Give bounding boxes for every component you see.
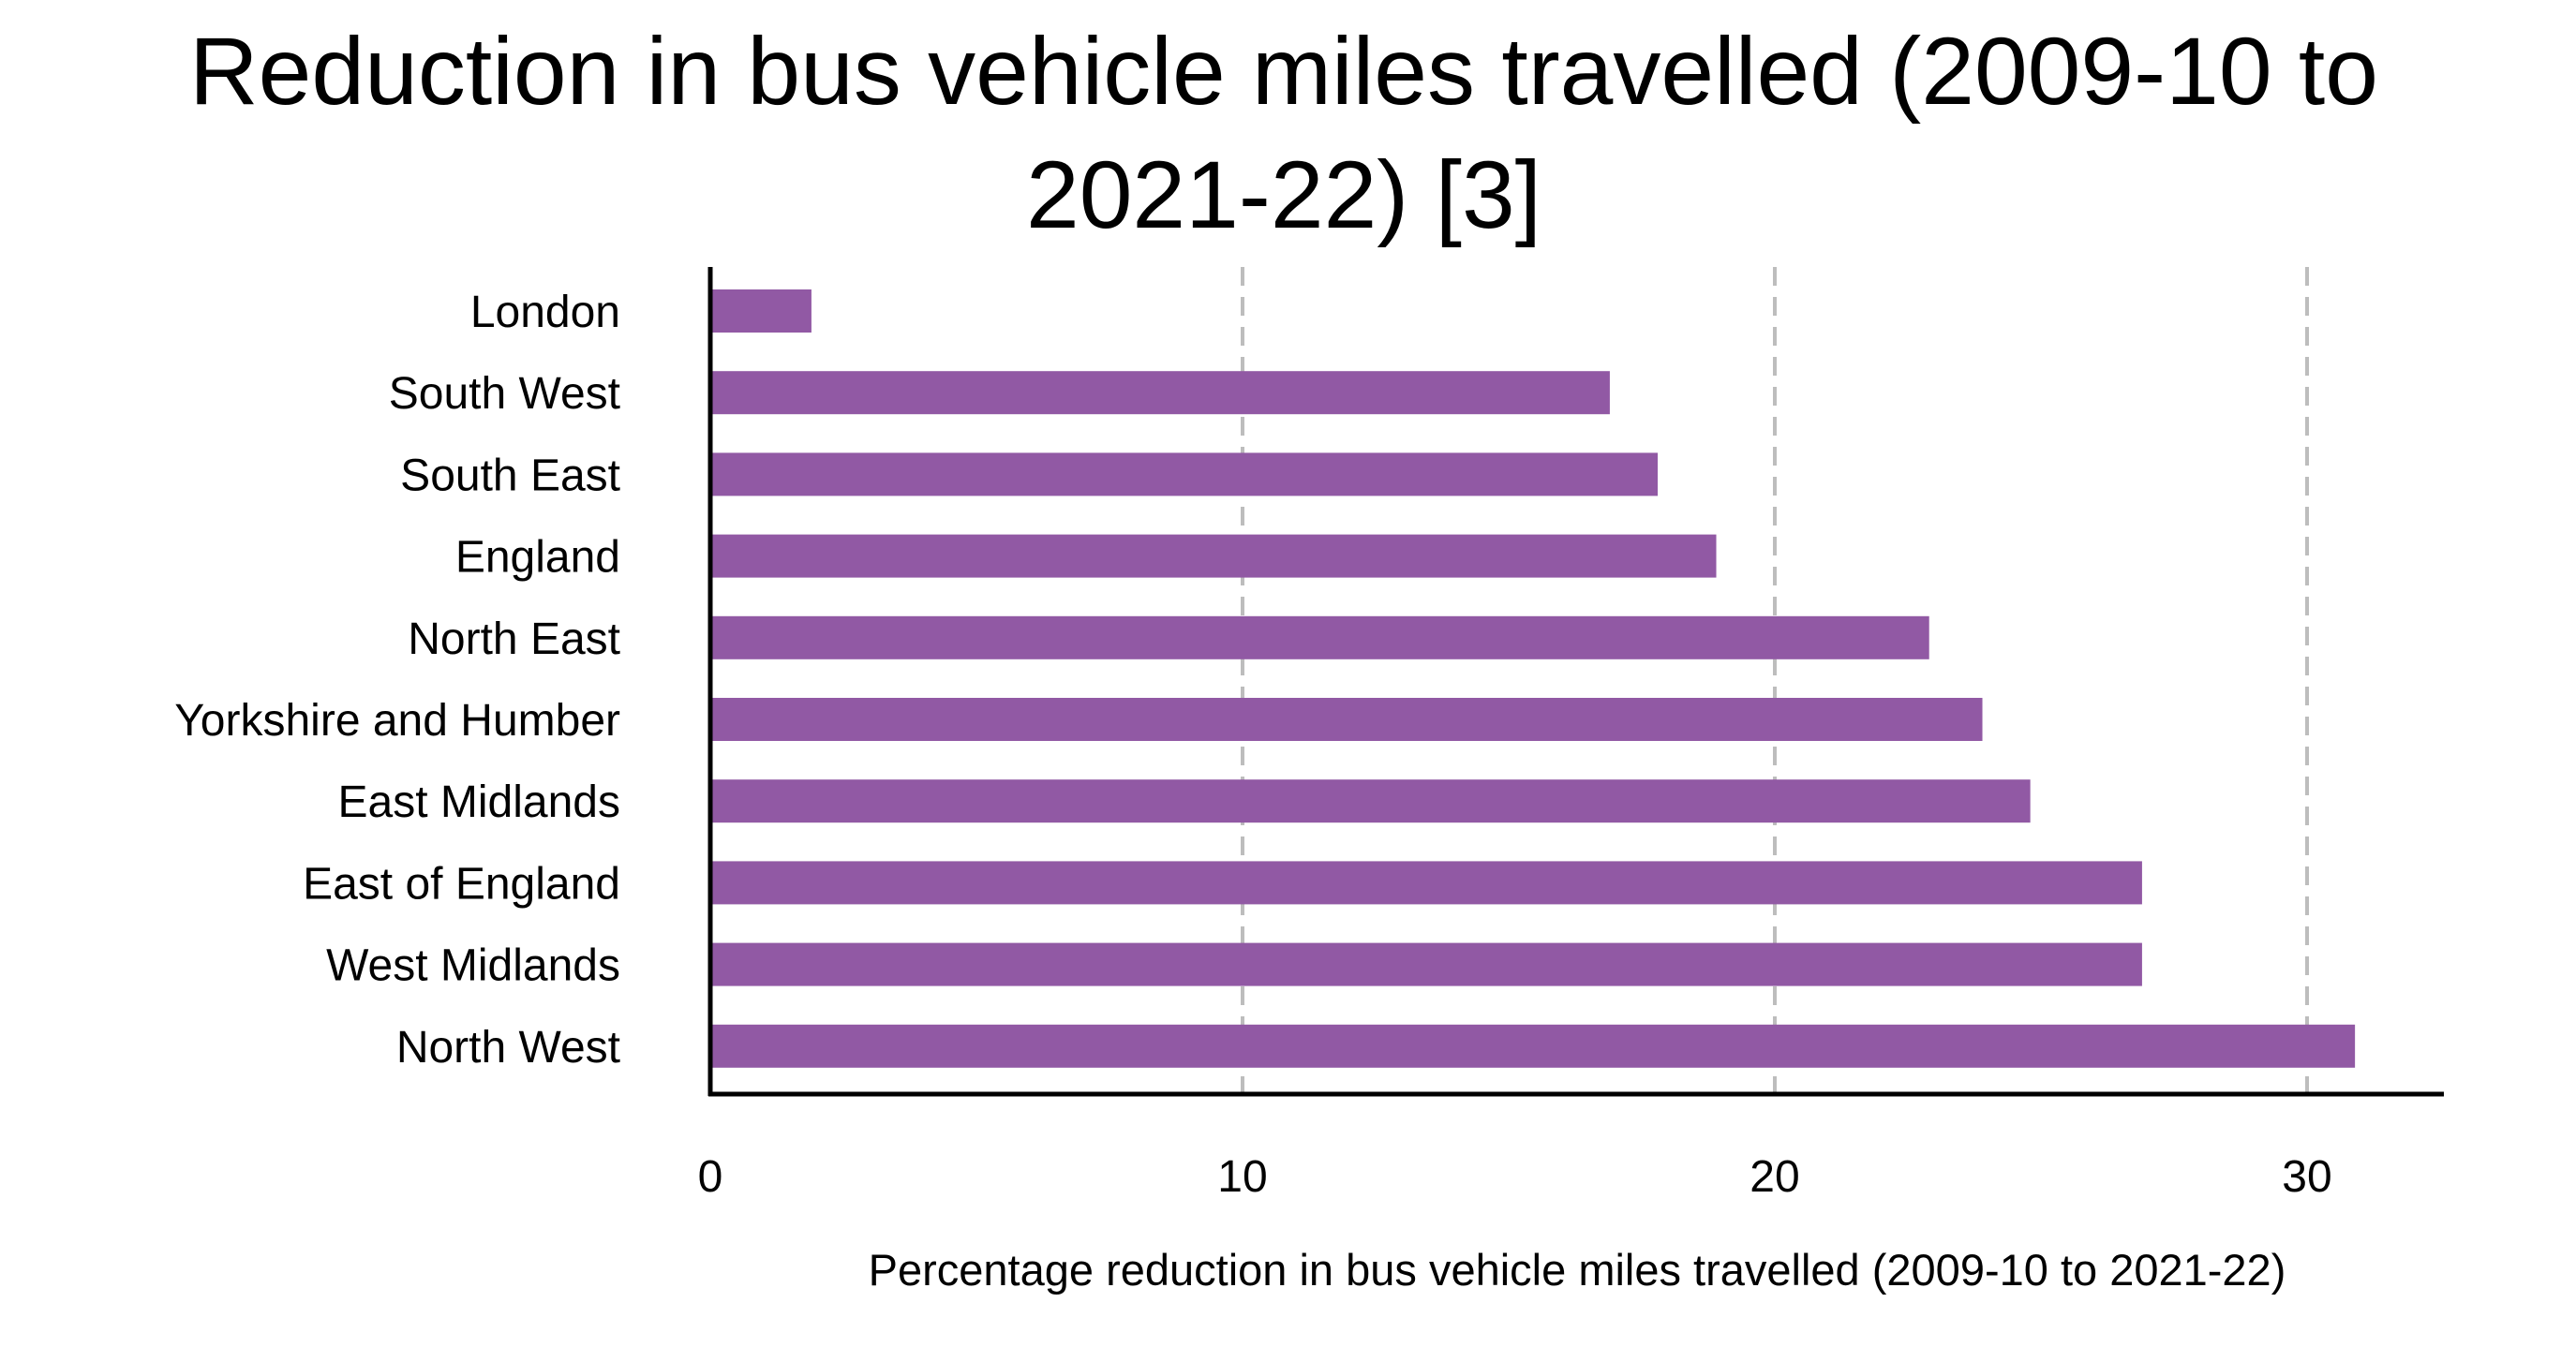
- bar: [710, 698, 1983, 741]
- axes: [707, 267, 2444, 1097]
- category-label: England: [455, 533, 620, 583]
- x-tick-label: 10: [1217, 1152, 1267, 1202]
- x-axis-label: Percentage reduction in bus vehicle mile…: [869, 1245, 2286, 1295]
- category-label: North East: [408, 614, 620, 664]
- category-label: South West: [389, 369, 620, 419]
- x-tick-label: 20: [1750, 1152, 1799, 1202]
- x-tick-label: 0: [698, 1152, 723, 1202]
- chart-title: Reduction in bus vehicle miles travelled…: [189, 18, 2378, 248]
- bar: [710, 452, 1659, 496]
- bar: [710, 1024, 2356, 1068]
- bar: [710, 371, 1610, 415]
- x-tick-labels: 0 10 20 30: [698, 1152, 2332, 1202]
- bars: [710, 289, 2356, 1068]
- category-label: South East: [400, 451, 620, 500]
- category-label: East Midlands: [338, 777, 620, 827]
- category-label: North West: [396, 1023, 620, 1073]
- category-label: West Midlands: [326, 941, 620, 991]
- bar: [710, 534, 1717, 578]
- category-label: East of England: [303, 859, 620, 909]
- bar: [710, 861, 2142, 905]
- bar: [710, 289, 812, 333]
- category-label: London: [470, 288, 620, 337]
- x-tick-label: 30: [2282, 1152, 2331, 1202]
- bar: [710, 942, 2142, 986]
- category-labels: London South West South East England North E…: [174, 288, 620, 1073]
- bar: [710, 779, 2031, 823]
- category-label: Yorkshire and Humber: [174, 696, 620, 746]
- bar: [710, 615, 1929, 659]
